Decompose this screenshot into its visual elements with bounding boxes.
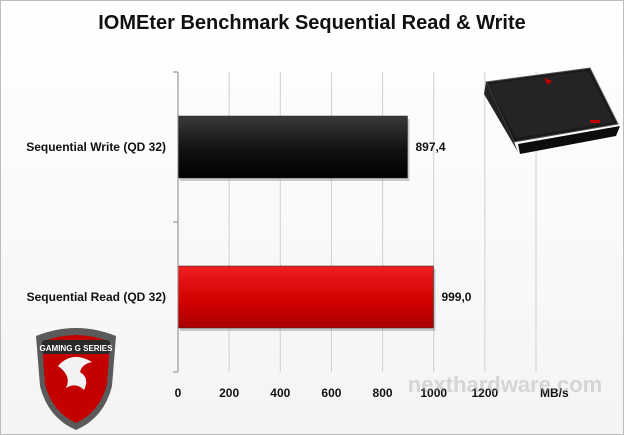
badge-text: GAMING G SERIES bbox=[40, 344, 114, 353]
gaming-series-badge: GAMING G SERIES bbox=[36, 328, 116, 430]
x-tick-label: 1000 bbox=[420, 386, 447, 400]
bar-sequential-write bbox=[177, 115, 408, 179]
bar-sequential-read bbox=[177, 265, 434, 329]
value-label: 897,4 bbox=[415, 140, 445, 154]
x-tick-label: 200 bbox=[219, 386, 239, 400]
category-label: Sequential Write (QD 32) bbox=[26, 140, 166, 154]
value-label: 999,0 bbox=[441, 290, 471, 304]
x-tick-label: 600 bbox=[321, 386, 341, 400]
watermark: nexthardware.com bbox=[408, 372, 602, 397]
laptop-image bbox=[484, 67, 620, 154]
category-label: Sequential Read (QD 32) bbox=[27, 290, 166, 304]
x-tick-label: 0 bbox=[175, 386, 182, 400]
x-tick-label: 400 bbox=[270, 386, 290, 400]
chart-title: IOMEter Benchmark Sequential Read & Writ… bbox=[98, 12, 526, 34]
x-tick-label: 1200 bbox=[472, 386, 499, 400]
bars-layer: 897,4 999,0 bbox=[177, 115, 472, 331]
axis-layer: Sequential Write (QD 32) Sequential Read … bbox=[26, 71, 569, 400]
x-unit-label: MB/s bbox=[540, 386, 569, 400]
x-tick-label: 800 bbox=[373, 386, 393, 400]
